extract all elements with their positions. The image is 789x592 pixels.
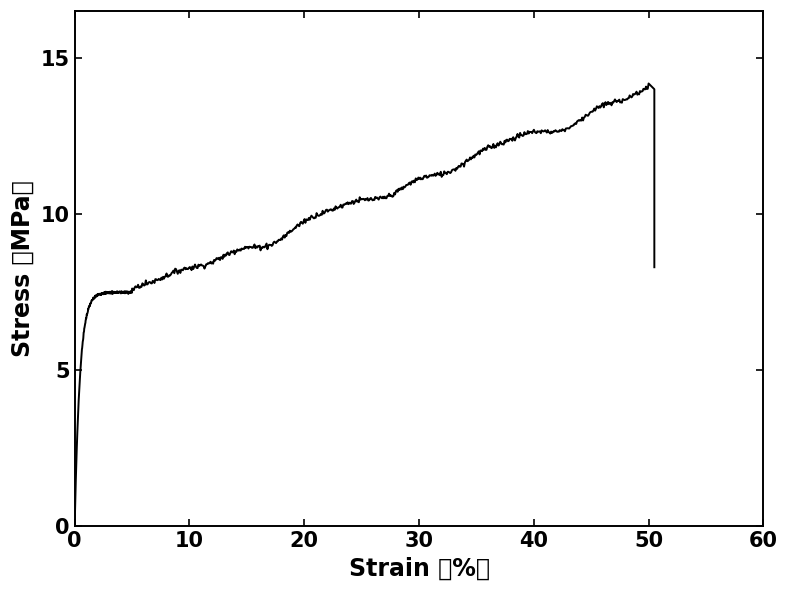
X-axis label: Strain （%）: Strain （%） [349, 557, 489, 581]
Y-axis label: Stress （MPa）: Stress （MPa） [11, 181, 36, 357]
